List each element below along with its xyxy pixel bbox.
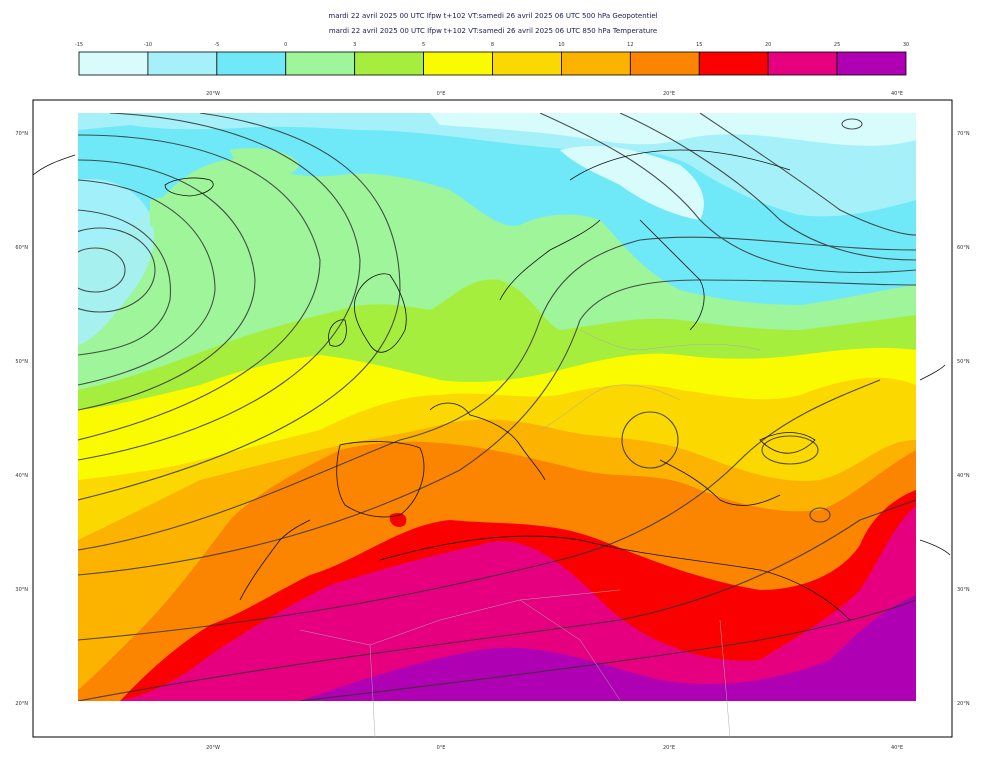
legend-tick-label: -10 xyxy=(144,42,152,48)
longitude-label: 0°E xyxy=(437,745,446,751)
legend-tick-label: -15 xyxy=(75,42,83,48)
coastlines xyxy=(32,149,951,621)
latitude-label: 30°N xyxy=(15,587,28,593)
left-latitude-labels: 70°N 60°N 50°N 40°N 30°N 20°N xyxy=(15,131,28,707)
longitude-label: 0°E xyxy=(437,91,446,97)
color-legend: -15 -10 -5 0 3 5 8 10 12 15 20 25 30 xyxy=(75,42,909,76)
borders xyxy=(299,329,761,738)
longitude-label: 40°E xyxy=(891,91,903,97)
latitude-label: 40°N xyxy=(15,473,28,479)
longitude-label: 20°E xyxy=(663,745,675,751)
latitude-label: 70°N xyxy=(957,131,970,137)
legend-tick-label: 12 xyxy=(627,42,633,48)
longitude-label: 40°E xyxy=(891,745,903,751)
longitude-label: 20°E xyxy=(663,91,675,97)
latitude-label: 50°N xyxy=(15,359,28,365)
bottom-longitude-labels: 20°W 0°E 20°E 40°E xyxy=(206,745,903,751)
legend-tick-label: 25 xyxy=(834,42,840,48)
latitude-label: 20°N xyxy=(957,701,970,707)
latitude-label: 50°N xyxy=(957,359,970,365)
latitude-label: 30°N xyxy=(957,587,970,593)
legend-tick-label: 8 xyxy=(491,42,494,48)
title-line-2: mardi 22 avril 2025 00 UTC Ifpw t+102 VT… xyxy=(328,27,658,35)
legend-swatch xyxy=(836,51,907,76)
latitude-label: 60°N xyxy=(957,245,970,251)
right-latitude-labels: 70°N 60°N 50°N 40°N 30°N 20°N xyxy=(957,131,970,707)
legend-tick-label: 0 xyxy=(284,42,287,48)
title-line-1: mardi 22 avril 2025 00 UTC Ifpw t+102 VT… xyxy=(328,12,658,20)
geopotential-contours xyxy=(78,113,916,701)
legend-tick-label: 20 xyxy=(765,42,771,48)
legend-tick-label: 30 xyxy=(903,42,909,48)
legend-tick-label: 5 xyxy=(422,42,425,48)
temperature-field xyxy=(78,113,916,701)
legend-tick-label: 15 xyxy=(696,42,702,48)
latitude-label: 40°N xyxy=(957,473,970,479)
latitude-label: 60°N xyxy=(15,245,28,251)
legend-tick-label: -5 xyxy=(214,42,219,48)
legend-tick-label: 3 xyxy=(353,42,356,48)
latitude-label: 70°N xyxy=(15,131,28,137)
map-frame xyxy=(32,99,953,738)
latitude-label: 20°N xyxy=(15,701,28,707)
longitude-label: 20°W xyxy=(206,745,220,751)
legend-tick-label: 10 xyxy=(558,42,564,48)
top-longitude-labels: 20°W 0°E 20°E 40°E xyxy=(206,91,903,97)
longitude-label: 20°W xyxy=(206,91,220,97)
